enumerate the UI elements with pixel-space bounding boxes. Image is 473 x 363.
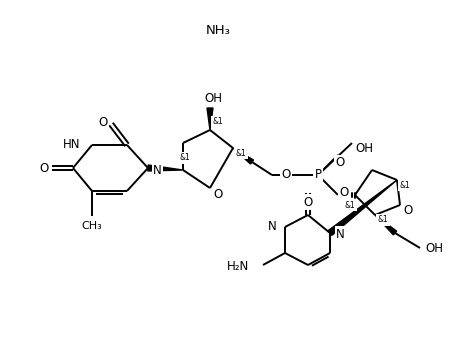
Text: &1: &1 bbox=[180, 154, 190, 163]
Text: HN: HN bbox=[62, 139, 80, 151]
Text: O: O bbox=[303, 196, 313, 208]
Polygon shape bbox=[328, 180, 397, 235]
Text: &1: &1 bbox=[400, 180, 411, 189]
Text: O: O bbox=[339, 187, 349, 200]
Text: N: N bbox=[153, 163, 162, 176]
Text: &1: &1 bbox=[377, 216, 388, 224]
Text: OH: OH bbox=[204, 91, 222, 105]
Text: OH: OH bbox=[425, 241, 443, 254]
Text: H₂N: H₂N bbox=[227, 261, 249, 273]
Text: O: O bbox=[281, 168, 290, 182]
Polygon shape bbox=[148, 165, 183, 171]
Polygon shape bbox=[207, 108, 213, 130]
Text: CH₃: CH₃ bbox=[82, 221, 102, 231]
Text: &1: &1 bbox=[236, 148, 246, 158]
Text: P: P bbox=[315, 168, 322, 182]
Text: O: O bbox=[403, 204, 412, 216]
Text: N: N bbox=[336, 228, 345, 241]
Text: &1: &1 bbox=[345, 200, 355, 209]
Text: OH: OH bbox=[355, 142, 373, 155]
Text: &1: &1 bbox=[213, 118, 223, 126]
Text: NH₃: NH₃ bbox=[206, 24, 230, 37]
Text: O: O bbox=[98, 117, 108, 130]
Polygon shape bbox=[375, 215, 397, 235]
Text: O: O bbox=[213, 188, 223, 200]
Text: O: O bbox=[39, 162, 49, 175]
Polygon shape bbox=[233, 148, 254, 164]
Text: O: O bbox=[335, 156, 345, 170]
Text: N: N bbox=[268, 220, 277, 233]
